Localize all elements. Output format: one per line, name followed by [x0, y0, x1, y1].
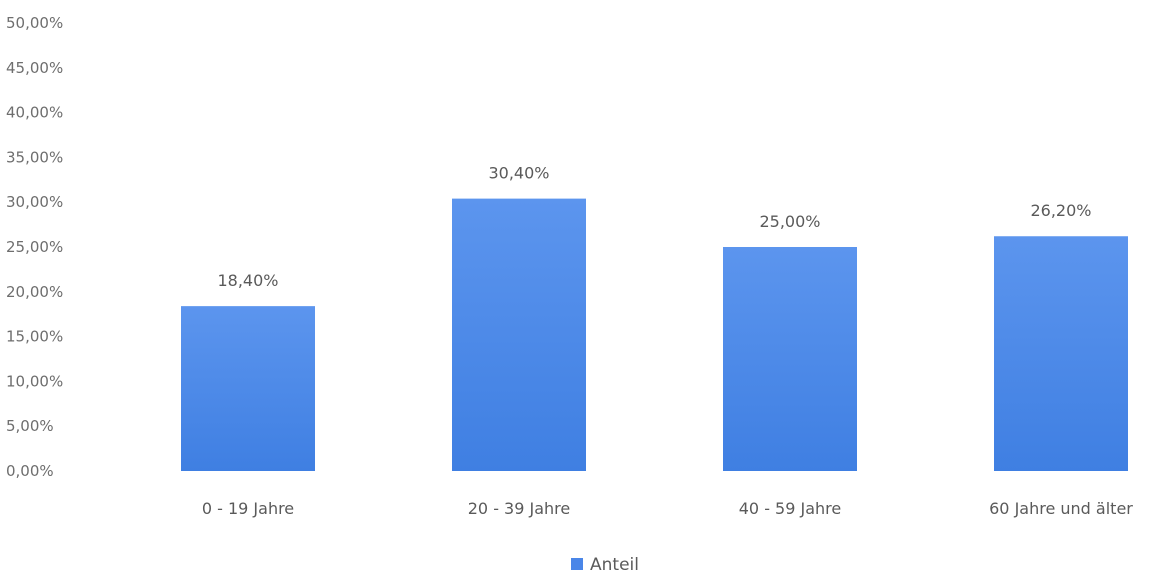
bars [181, 198, 1128, 471]
data-label: 30,40% [488, 164, 549, 183]
y-tick-label: 45,00% [6, 59, 63, 77]
bar [723, 247, 857, 471]
data-label: 26,20% [1030, 201, 1091, 220]
y-tick-label: 15,00% [6, 328, 63, 346]
bar [994, 236, 1128, 471]
y-tick-label: 35,00% [6, 148, 63, 166]
y-tick-label: 40,00% [6, 104, 63, 122]
x-axis: 0 - 19 Jahre 20 - 39 Jahre 40 - 59 Jahre 60… [202, 499, 1133, 518]
data-label: 25,00% [759, 212, 820, 231]
y-tick-label: 25,00% [6, 238, 63, 256]
y-axis: 0,00% 5,00% 10,00% 15,00% 20,00% 25,00% 30,00%… [6, 14, 63, 480]
legend-swatch [571, 558, 583, 570]
bar [181, 306, 315, 471]
y-tick-label: 10,00% [6, 372, 63, 390]
y-tick-label: 0,00% [6, 462, 54, 480]
legend: Anteil [571, 555, 639, 575]
x-tick-label: 60 Jahre und älter [989, 499, 1133, 518]
y-tick-label: 50,00% [6, 14, 63, 32]
x-tick-label: 20 - 39 Jahre [468, 499, 570, 518]
data-label: 18,40% [217, 271, 278, 290]
x-tick-label: 0 - 19 Jahre [202, 499, 294, 518]
y-tick-label: 30,00% [6, 193, 63, 211]
x-tick-label: 40 - 59 Jahre [739, 499, 841, 518]
y-tick-label: 5,00% [6, 417, 54, 435]
data-labels: 18,40% 30,40% 25,00% 26,20% [217, 164, 1091, 291]
bar [452, 198, 586, 471]
y-tick-label: 20,00% [6, 283, 63, 301]
legend-label-anteil: Anteil [590, 555, 639, 575]
